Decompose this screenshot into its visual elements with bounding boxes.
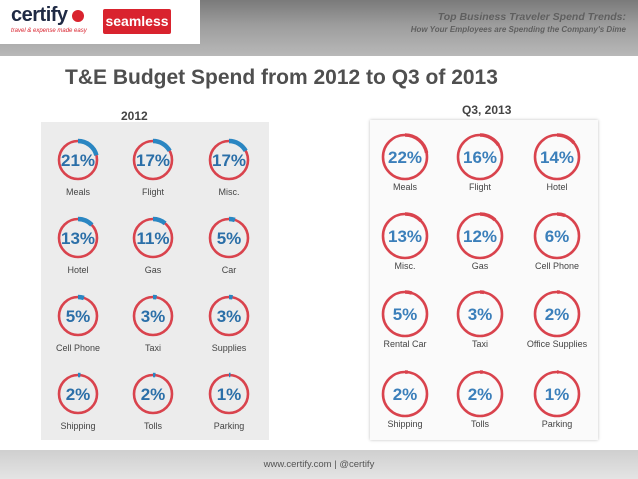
category-label-0-meals: Meals (66, 187, 91, 197)
category-label-1-cell-phone: Cell Phone (535, 261, 579, 271)
value-label-0-supplies: 3% (217, 307, 242, 326)
value-label-0-hotel: 13% (61, 229, 95, 248)
category-label-1-taxi: Taxi (472, 339, 488, 349)
header-title-line1: Top Business Traveler Spend Trends: (437, 11, 626, 23)
category-label-0-flight: Flight (142, 187, 165, 197)
category-label-0-cell-phone: Cell Phone (56, 343, 100, 353)
category-label-0-car: Car (222, 265, 237, 275)
donut-arc-1-flight (479, 133, 501, 147)
category-label-1-hotel: Hotel (546, 182, 567, 192)
category-label-1-parking: Parking (542, 419, 573, 429)
category-label-1-misc: Misc. (395, 261, 416, 271)
category-label-1-office-supplies: Office Supplies (527, 339, 588, 349)
value-label-1-tolls: 2% (468, 385, 493, 404)
donut-arc-0-misc (228, 138, 248, 153)
value-label-1-gas: 12% (463, 227, 497, 246)
donut-arc-1-gas (479, 212, 497, 222)
value-label-1-shipping: 2% (393, 385, 418, 404)
value-label-1-taxi: 3% (468, 305, 493, 324)
certify-tagline: travel & expense made easy (11, 28, 87, 34)
value-label-0-meals: 21% (61, 151, 95, 170)
value-label-1-rental-car: 5% (393, 305, 418, 324)
category-label-1-tolls: Tolls (471, 419, 490, 429)
category-label-0-shipping: Shipping (60, 421, 95, 431)
value-label-0-shipping: 2% (66, 385, 91, 404)
donut-arc-1-misc (404, 212, 423, 223)
panel-2013 (370, 120, 598, 440)
value-label-1-office-supplies: 2% (545, 305, 570, 324)
donut-arc-0-flight (152, 138, 172, 153)
donut-arc-0-hotel (77, 216, 94, 227)
certify-logo: certify (11, 4, 68, 26)
category-label-0-parking: Parking (214, 421, 245, 431)
page-title: T&E Budget Spend from 2012 to Q3 of 2013 (65, 66, 498, 89)
donut-arc-0-meals (77, 138, 99, 157)
certify-check-icon (72, 10, 84, 22)
category-label-1-meals: Meals (393, 182, 418, 192)
logo-area: certify travel & expense made easy seaml… (0, 0, 200, 44)
value-label-0-gas: 11% (136, 229, 169, 248)
value-label-0-taxi: 3% (141, 307, 166, 326)
category-label-0-hotel: Hotel (67, 265, 88, 275)
chart-title-2012: 2012 (121, 109, 148, 123)
value-label-0-parking: 1% (217, 385, 242, 404)
footer-bar (0, 450, 638, 479)
category-label-1-flight: Flight (469, 182, 492, 192)
donut-arc-1-hotel (556, 133, 576, 145)
value-label-1-cell-phone: 6% (545, 227, 570, 246)
footer-text: www.certify.com | @certify (263, 459, 375, 470)
seamless-logo: seamless (103, 9, 171, 34)
category-label-1-gas: Gas (472, 261, 489, 271)
donut-arc-0-gas (152, 216, 167, 226)
category-label-0-misc: Misc. (219, 187, 240, 197)
value-label-0-tolls: 2% (141, 385, 166, 404)
value-label-1-misc: 13% (388, 227, 422, 246)
category-label-1-rental-car: Rental Car (383, 339, 426, 349)
value-label-1-parking: 1% (545, 385, 570, 404)
value-label-1-hotel: 14% (540, 148, 574, 167)
header-title-line2: How Your Employees are Spending the Comp… (410, 25, 626, 34)
donut-arc-1-meals (404, 133, 429, 154)
value-label-1-flight: 16% (463, 148, 497, 167)
value-label-0-flight: 17% (136, 151, 170, 170)
header-title: Top Business Traveler Spend Trends: How … (411, 11, 626, 36)
donut-arc-1-rental-car (404, 290, 413, 295)
chart-title-2013: Q3, 2013 (462, 103, 512, 117)
donut-arc-1-cell-phone (556, 212, 566, 218)
category-label-1-shipping: Shipping (387, 419, 422, 429)
category-label-0-tolls: Tolls (144, 421, 163, 431)
value-label-1-meals: 22% (388, 148, 422, 167)
value-label-0-cell-phone: 5% (66, 307, 91, 326)
category-label-0-gas: Gas (145, 265, 162, 275)
panel-2012 (41, 122, 269, 440)
category-label-0-taxi: Taxi (145, 343, 161, 353)
value-label-0-car: 5% (217, 229, 242, 248)
donut-arc-0-car (228, 216, 236, 223)
category-label-0-supplies: Supplies (212, 343, 247, 353)
value-label-0-misc: 17% (212, 151, 246, 170)
donut-arc-0-cell-phone (77, 294, 85, 301)
